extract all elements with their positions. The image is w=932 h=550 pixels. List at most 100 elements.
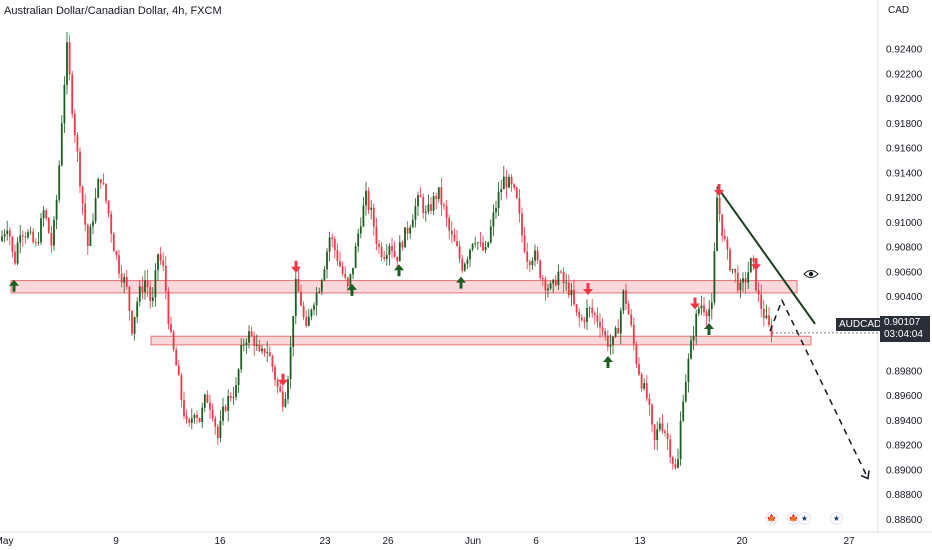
- candle-body: [679, 420, 682, 460]
- candle-body: [196, 414, 198, 418]
- candle-body: [344, 273, 347, 278]
- sell-signal-arrow: [278, 373, 288, 386]
- candle-body: [640, 374, 643, 389]
- candle-body: [437, 187, 440, 199]
- symbol-tag: AUDCAD: [836, 318, 885, 331]
- y-tick-label: 0.89000: [886, 465, 923, 476]
- y-tick-label: 0.89800: [886, 366, 923, 377]
- candle-body: [333, 239, 336, 251]
- candle-body: [461, 258, 464, 271]
- candle-body: [718, 197, 721, 215]
- candle-body: [417, 195, 419, 207]
- candle-body: [567, 282, 570, 296]
- candle-body: [466, 259, 469, 264]
- candle-body: [370, 207, 373, 210]
- candle-body: [489, 226, 492, 243]
- buy-signal-arrow: [347, 283, 357, 296]
- candle-body: [21, 235, 24, 237]
- candle-body: [547, 288, 549, 291]
- candle-body: [757, 290, 760, 295]
- x-tick-label: 9: [113, 536, 119, 547]
- candle-body: [68, 42, 71, 75]
- candle-body: [266, 352, 269, 353]
- candle-body: [630, 314, 633, 325]
- candle-body: [458, 245, 461, 259]
- candle-body: [588, 307, 591, 309]
- candle-body: [518, 198, 521, 214]
- candle-body: [302, 305, 305, 317]
- candle-body: [648, 398, 651, 405]
- candle-body: [484, 246, 487, 251]
- candle-body: [8, 230, 11, 237]
- eye-icon[interactable]: [803, 268, 819, 280]
- candle-body: [391, 245, 393, 252]
- candle-body: [495, 208, 497, 213]
- candle-body: [534, 250, 536, 261]
- candle-body: [482, 242, 484, 251]
- candle-body: [586, 307, 588, 322]
- candle-body: [409, 227, 412, 234]
- candle-body: [346, 277, 349, 287]
- candle-body: [609, 344, 612, 347]
- candle-body: [677, 459, 679, 468]
- candle-body: [378, 243, 380, 247]
- candle-body: [331, 237, 334, 240]
- candle-body: [274, 366, 276, 380]
- candle-body: [713, 251, 716, 303]
- candle-body: [560, 271, 562, 273]
- candle-body: [125, 277, 128, 287]
- y-tick-label: 0.90400: [886, 292, 923, 303]
- candle-body: [222, 406, 224, 421]
- projection-path: [769, 298, 869, 479]
- candle-body: [307, 316, 310, 327]
- candle-body: [643, 383, 646, 389]
- candle-body: [50, 233, 53, 246]
- candle-body: [549, 283, 552, 289]
- candle-body: [432, 196, 435, 211]
- candle-body: [601, 327, 604, 331]
- canada-flag-icon[interactable]: 🍁: [765, 512, 778, 525]
- candle-body: [487, 242, 490, 247]
- candle-body: [443, 204, 445, 207]
- candle-body: [63, 84, 66, 124]
- candle-body: [591, 307, 594, 314]
- candle-body: [190, 418, 193, 423]
- candle-body: [430, 204, 432, 211]
- resistance-zone: [10, 280, 798, 294]
- australia-flag-icon[interactable]: ★: [830, 512, 843, 525]
- bar-countdown: 03:04:04: [884, 329, 923, 340]
- candle-body: [375, 226, 378, 244]
- buy-signal-arrow: [394, 264, 404, 277]
- candle-body: [149, 286, 152, 301]
- candle-body: [170, 323, 172, 332]
- candle-body: [357, 233, 360, 247]
- candle-body: [645, 383, 648, 399]
- candle-body: [157, 254, 159, 271]
- candle-body: [731, 268, 734, 271]
- candle-body: [684, 381, 687, 402]
- y-tick-label: 0.89200: [886, 441, 923, 452]
- support-zone: [150, 335, 812, 346]
- candle-body: [612, 336, 614, 345]
- australia-flag-icon[interactable]: ★: [798, 512, 811, 525]
- candle-body: [604, 330, 607, 336]
- candle-body: [440, 187, 443, 205]
- candle-body: [508, 177, 510, 188]
- candle-body: [398, 242, 401, 262]
- candle-body: [305, 316, 308, 327]
- candle-body: [1, 236, 3, 241]
- buy-signal-arrow: [456, 276, 466, 289]
- x-tick-label: May: [0, 536, 13, 547]
- candle-body: [310, 309, 313, 317]
- candle-body: [164, 265, 167, 292]
- candle-body: [354, 246, 357, 268]
- candle-body: [619, 310, 622, 334]
- candle-body: [492, 212, 495, 227]
- y-tick-label: 0.89600: [886, 391, 923, 402]
- sell-signal-arrow: [751, 258, 761, 271]
- sell-signal-arrow: [690, 297, 700, 310]
- candle-body: [471, 243, 474, 250]
- last-price-badge: 0.90107 03:04:04: [880, 316, 930, 342]
- candle-body: [697, 308, 700, 314]
